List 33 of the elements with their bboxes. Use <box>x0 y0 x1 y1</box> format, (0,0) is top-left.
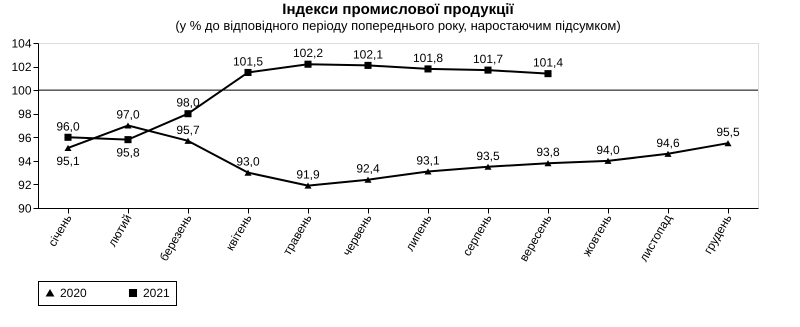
data-label: 101,5 <box>232 54 264 68</box>
y-tick-label: 104 <box>11 36 32 50</box>
data-label: 93,0 <box>236 154 260 169</box>
data-label: 95,5 <box>716 125 740 140</box>
y-tick-label: 94 <box>18 154 32 168</box>
legend-label: 2020 <box>60 286 88 300</box>
data-label: 92,4 <box>356 162 380 176</box>
legend-label: 2021 <box>143 286 170 300</box>
data-label: 95,7 <box>176 122 200 137</box>
y-tick-label: 90 <box>18 202 32 216</box>
data-label: 101,4 <box>532 56 564 70</box>
y-tick-label: 100 <box>11 84 32 98</box>
data-label: 95,1 <box>56 154 80 168</box>
data-label: 93,5 <box>476 148 500 163</box>
data-label: 96,0 <box>56 119 80 134</box>
data-label: 98,0 <box>176 96 200 110</box>
data-label: 101,8 <box>412 50 444 65</box>
data-label: 93,8 <box>536 145 560 160</box>
y-tick-label: 98 <box>18 107 32 122</box>
data-label: 93,1 <box>416 153 440 168</box>
chart-title: Індекси промислової продукції <box>282 1 514 18</box>
data-label: 95,8 <box>116 146 140 160</box>
data-label: 102,1 <box>352 47 384 62</box>
y-tick-label: 96 <box>18 130 32 145</box>
chart-subtitle: (у % до відповідного періоду попереднього року, наростаючим підсумком) <box>175 18 621 33</box>
data-label: 102,2 <box>292 46 324 60</box>
data-label: 94,0 <box>596 142 620 157</box>
data-label: 101,7 <box>472 52 504 66</box>
y-tick-label: 102 <box>11 60 32 74</box>
y-tick-label: 92 <box>18 178 32 192</box>
data-label: 94,6 <box>656 136 680 150</box>
data-label: 97,0 <box>116 108 140 122</box>
data-label: 91,9 <box>296 168 320 182</box>
